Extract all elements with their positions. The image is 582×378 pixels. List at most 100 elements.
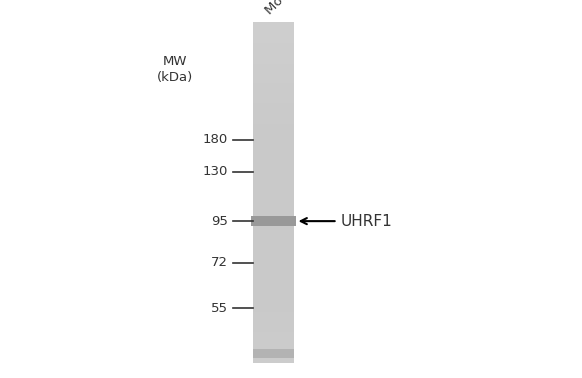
Bar [253,209,294,211]
Bar [253,332,294,333]
Bar [253,179,294,180]
Bar [253,211,294,212]
Bar [253,46,294,48]
Bar [253,22,294,24]
Bar [253,203,294,204]
Bar [253,325,294,327]
Bar [253,186,294,187]
Bar [253,355,294,356]
Bar [253,104,294,105]
Bar [253,74,294,76]
Bar [253,148,294,150]
Bar [253,207,294,209]
Bar [253,129,294,130]
Bar [253,28,294,29]
Bar [253,45,294,46]
Bar [253,91,294,93]
Bar [253,266,294,268]
Bar [253,96,294,98]
Bar [253,256,294,257]
Bar [253,251,294,253]
Bar [253,65,294,67]
Bar [253,237,294,238]
Bar [253,108,294,110]
Bar [253,76,294,77]
Bar [253,162,294,163]
Bar [253,131,294,133]
Bar [253,359,294,361]
FancyArrowPatch shape [301,218,335,224]
Bar [253,340,294,341]
Bar [253,156,294,158]
Bar [253,113,294,115]
Bar [253,175,294,177]
Bar [253,36,294,37]
Bar [253,353,294,355]
Bar [253,250,294,252]
Bar [253,233,294,235]
Bar [253,213,294,214]
Bar [253,314,294,315]
Bar [253,208,294,210]
Bar [253,48,294,50]
Bar [253,214,294,215]
Bar [253,140,294,142]
Bar [253,291,294,293]
Bar [253,224,294,226]
Bar [253,31,294,33]
Bar [253,161,294,162]
Bar [253,358,294,359]
Bar [253,154,294,155]
Bar [253,270,294,271]
Bar [253,23,294,25]
Bar [253,352,294,354]
Bar [253,356,294,357]
Bar [253,344,294,346]
Bar [253,98,294,100]
Bar [253,27,294,28]
Bar [253,171,294,172]
Bar [253,121,294,122]
Bar [253,157,294,159]
Bar [253,360,294,362]
Bar [253,196,294,197]
Bar [253,60,294,61]
Bar [253,167,294,169]
Bar [253,136,294,137]
Bar [253,114,294,116]
Bar [253,205,294,206]
Bar [253,241,294,243]
Bar [253,268,294,270]
Bar [253,164,294,166]
Bar [253,120,294,121]
Bar [253,177,294,178]
Bar [253,97,294,99]
Bar [253,95,294,96]
Bar [253,68,294,69]
Bar [253,172,294,174]
Bar [253,101,294,102]
Bar [253,128,294,129]
Bar [253,110,294,111]
Bar [253,188,294,189]
Bar [253,240,294,242]
Bar [253,84,294,85]
Bar [253,86,294,87]
Bar [253,231,294,232]
Bar [253,315,294,316]
Bar [253,39,294,41]
Bar [253,282,294,284]
Bar [253,242,294,244]
Bar [253,343,294,345]
Bar [253,59,294,60]
Bar [253,118,294,119]
Bar [253,348,294,349]
Bar [253,93,294,94]
Bar [253,37,294,39]
Bar [253,304,294,305]
Bar [253,345,294,347]
Bar [253,178,294,179]
Bar [253,216,294,218]
Bar [253,330,294,331]
Bar [253,30,294,32]
